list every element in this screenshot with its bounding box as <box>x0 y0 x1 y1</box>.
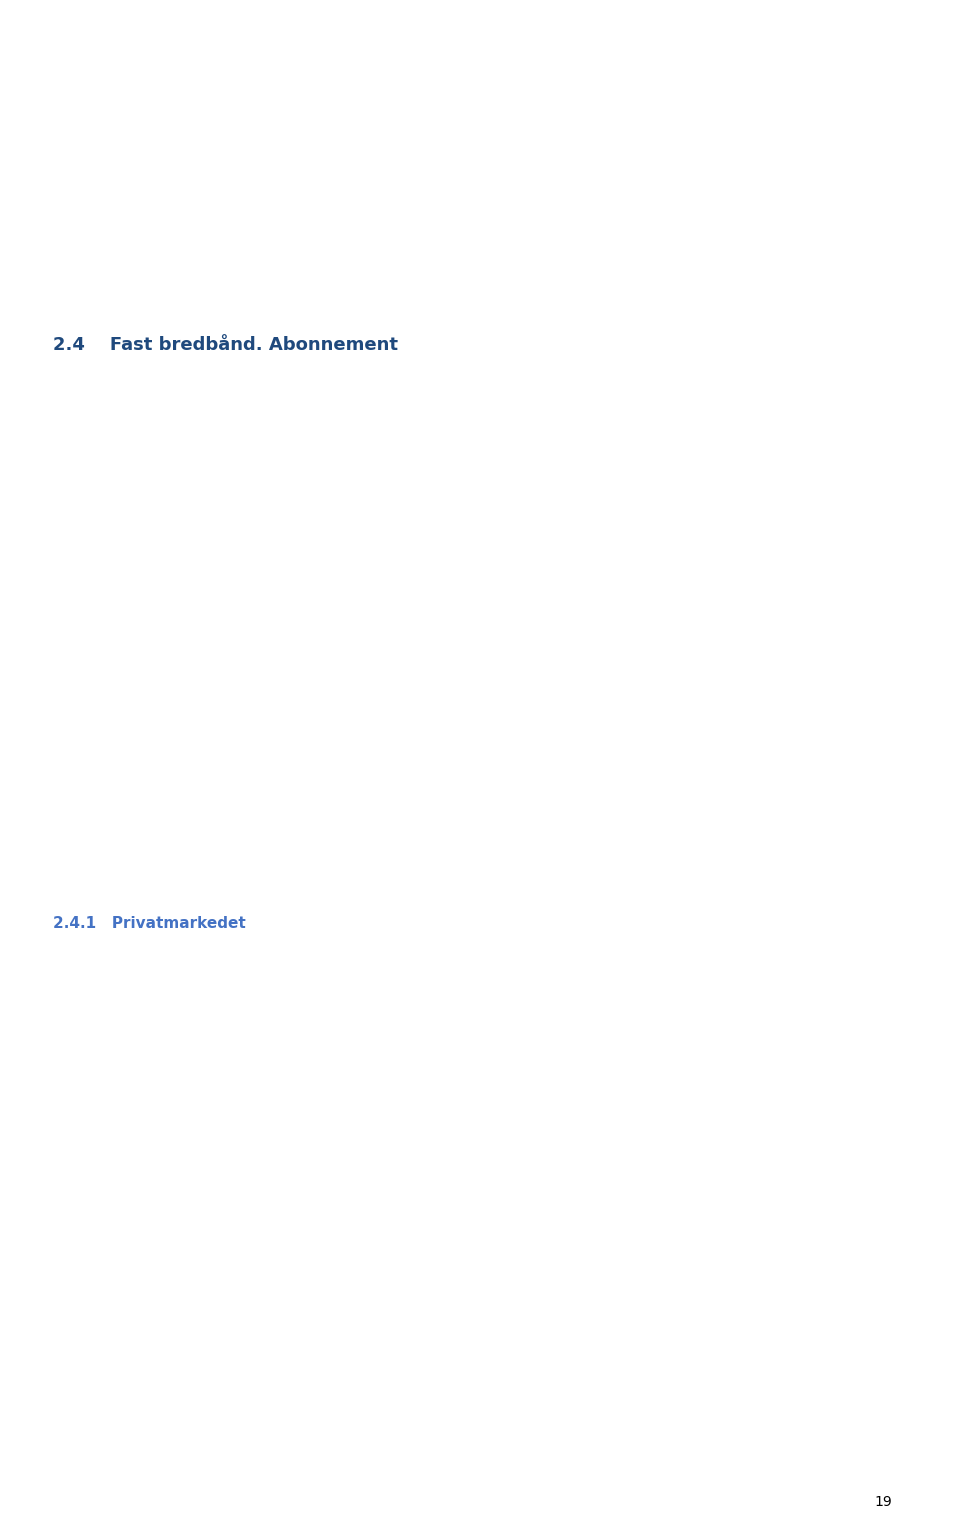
Text: 2.4.1   Privatmarkedet: 2.4.1 Privatmarkedet <box>53 916 246 931</box>
Text: 19: 19 <box>875 1495 892 1509</box>
Text: 2.4    Fast bredbånd. Abonnement: 2.4 Fast bredbånd. Abonnement <box>53 336 397 354</box>
